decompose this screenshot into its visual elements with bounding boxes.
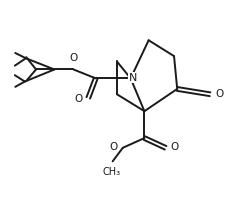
- Text: O: O: [109, 142, 118, 152]
- Text: N: N: [129, 73, 137, 83]
- Text: O: O: [74, 94, 82, 104]
- Text: O: O: [171, 142, 179, 152]
- Text: O: O: [70, 53, 78, 63]
- Text: O: O: [215, 89, 223, 99]
- Text: CH₃: CH₃: [103, 167, 121, 177]
